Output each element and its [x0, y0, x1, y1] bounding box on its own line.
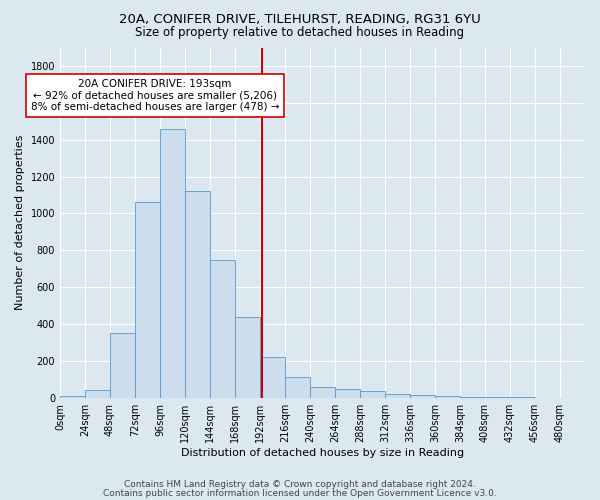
Text: Contains public sector information licensed under the Open Government Licence v3: Contains public sector information licen… — [103, 488, 497, 498]
Bar — [160, 128, 185, 398]
Bar — [435, 396, 460, 398]
Bar — [235, 316, 260, 398]
Bar — [135, 202, 160, 398]
Bar — [285, 376, 310, 398]
Bar — [460, 397, 485, 398]
Text: Size of property relative to detached houses in Reading: Size of property relative to detached ho… — [136, 26, 464, 39]
Bar — [110, 334, 135, 398]
Bar — [310, 387, 335, 398]
Bar — [60, 396, 85, 398]
Bar — [210, 260, 235, 398]
Bar — [410, 395, 435, 398]
Text: 20A, CONIFER DRIVE, TILEHURST, READING, RG31 6YU: 20A, CONIFER DRIVE, TILEHURST, READING, … — [119, 12, 481, 26]
X-axis label: Distribution of detached houses by size in Reading: Distribution of detached houses by size … — [181, 448, 464, 458]
Bar — [260, 358, 285, 398]
Text: 20A CONIFER DRIVE: 193sqm
← 92% of detached houses are smaller (5,206)
8% of sem: 20A CONIFER DRIVE: 193sqm ← 92% of detac… — [31, 79, 279, 112]
Bar — [385, 394, 410, 398]
Text: Contains HM Land Registry data © Crown copyright and database right 2024.: Contains HM Land Registry data © Crown c… — [124, 480, 476, 489]
Bar — [335, 388, 360, 398]
Bar — [360, 392, 385, 398]
Y-axis label: Number of detached properties: Number of detached properties — [15, 135, 25, 310]
Bar — [185, 192, 210, 398]
Bar — [85, 390, 110, 398]
